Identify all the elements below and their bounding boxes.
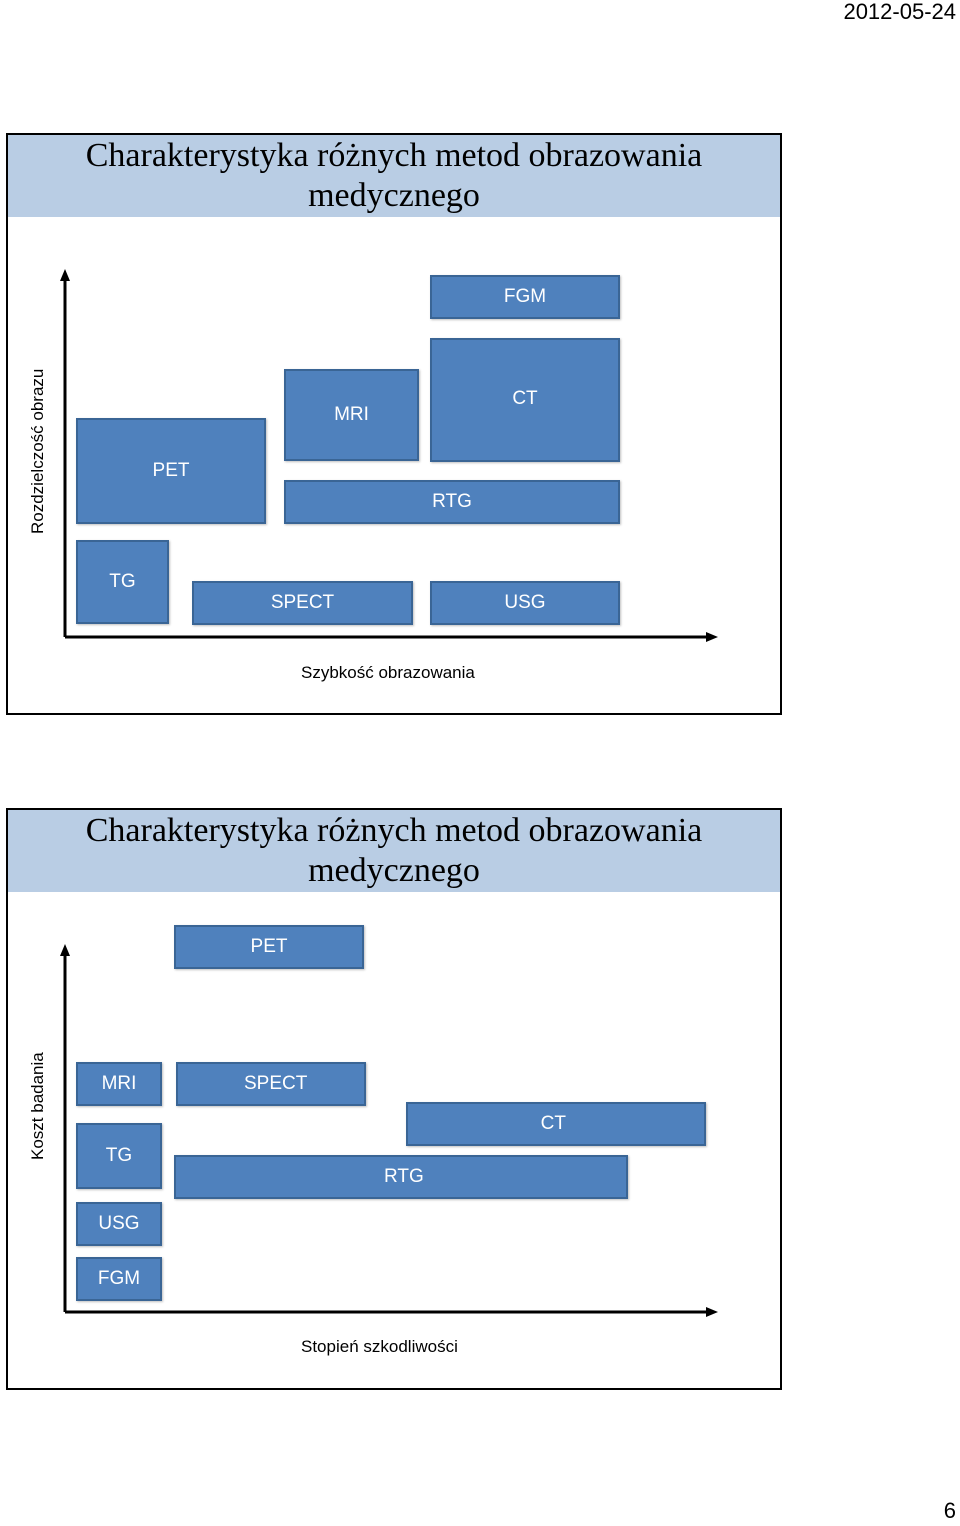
box-tg: TG xyxy=(76,1123,162,1189)
y-axis-label: Rozdzielczość obrazu xyxy=(28,368,47,534)
box-spect: SPECT xyxy=(192,581,413,625)
box-pet: PET xyxy=(174,925,364,969)
axes xyxy=(60,944,718,1317)
x-axis-label: Stopień szkodliwości xyxy=(301,1337,458,1356)
y-axis-arrow xyxy=(60,944,70,956)
slide-title: Charakterystyka różnych metod obrazowani… xyxy=(8,135,780,217)
box-fgm: FGM xyxy=(76,1257,162,1301)
box-fgm: FGM xyxy=(430,275,620,319)
box-mri: MRI xyxy=(284,369,419,461)
slide-cost-vs-harm: Charakterystyka różnych metod obrazowani… xyxy=(6,808,782,1390)
slide-resolution-vs-speed: Charakterystyka różnych metod obrazowani… xyxy=(6,133,782,715)
box-rtg: RTG xyxy=(174,1155,628,1199)
box-spect: SPECT xyxy=(176,1062,366,1106)
date-header: 2012-05-24 xyxy=(843,0,956,24)
box-ct: CT xyxy=(406,1102,706,1146)
x-axis-label: Szybkość obrazowania xyxy=(301,663,475,682)
x-axis-arrow xyxy=(706,632,718,642)
slide-title-text: Charakterystyka różnych metod obrazowani… xyxy=(85,137,703,214)
box-rtg: RTG xyxy=(284,480,620,524)
box-tg: TG xyxy=(76,540,169,624)
slide-title: Charakterystyka różnych metod obrazowani… xyxy=(8,810,780,892)
box-ct: CT xyxy=(430,338,620,462)
y-axis-label: Koszt badania xyxy=(28,1052,47,1160)
axes xyxy=(60,269,718,642)
x-axis-arrow xyxy=(706,1307,718,1317)
slide-title-text: Charakterystyka różnych metod obrazowani… xyxy=(85,812,703,889)
box-pet: PET xyxy=(76,418,266,524)
page-number: 6 xyxy=(943,1498,956,1523)
y-axis-arrow xyxy=(60,269,70,281)
box-usg: USG xyxy=(430,581,620,625)
box-mri: MRI xyxy=(76,1062,162,1106)
box-usg: USG xyxy=(76,1202,162,1246)
